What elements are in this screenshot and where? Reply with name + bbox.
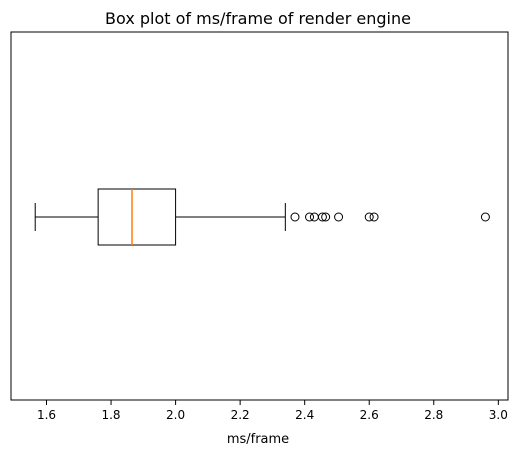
x-tick-label: 2.4	[295, 408, 314, 422]
interquartile-box	[97, 188, 177, 246]
x-tick-label: 2.8	[424, 408, 443, 422]
x-tick-label: 3.0	[489, 408, 508, 422]
outlier-point	[321, 212, 331, 222]
x-axis-label: ms/frame	[227, 432, 289, 447]
outlier-point	[309, 212, 319, 222]
x-tick-label: 2.2	[231, 408, 250, 422]
outlier-points	[290, 212, 490, 222]
x-tick-label: 1.8	[101, 408, 120, 422]
x-axis-ticks: 1.6 1.8 2.0 2.2 2.4 2.6 2.8 3.0	[37, 400, 508, 422]
outlier-point	[364, 212, 374, 222]
outlier-point	[334, 212, 344, 222]
outlier-point	[369, 212, 379, 222]
plot-area	[10, 31, 509, 401]
outlier-point	[480, 212, 490, 222]
chart-title: Box plot of ms/frame of render engine	[105, 9, 411, 28]
box-plot-series	[34, 188, 286, 246]
outlier-point	[305, 212, 315, 222]
x-tick-label: 1.6	[37, 408, 56, 422]
outlier-point	[290, 212, 300, 222]
x-tick-label: 2.6	[360, 408, 379, 422]
outlier-point	[317, 212, 327, 222]
x-tick-label: 2.0	[166, 408, 185, 422]
